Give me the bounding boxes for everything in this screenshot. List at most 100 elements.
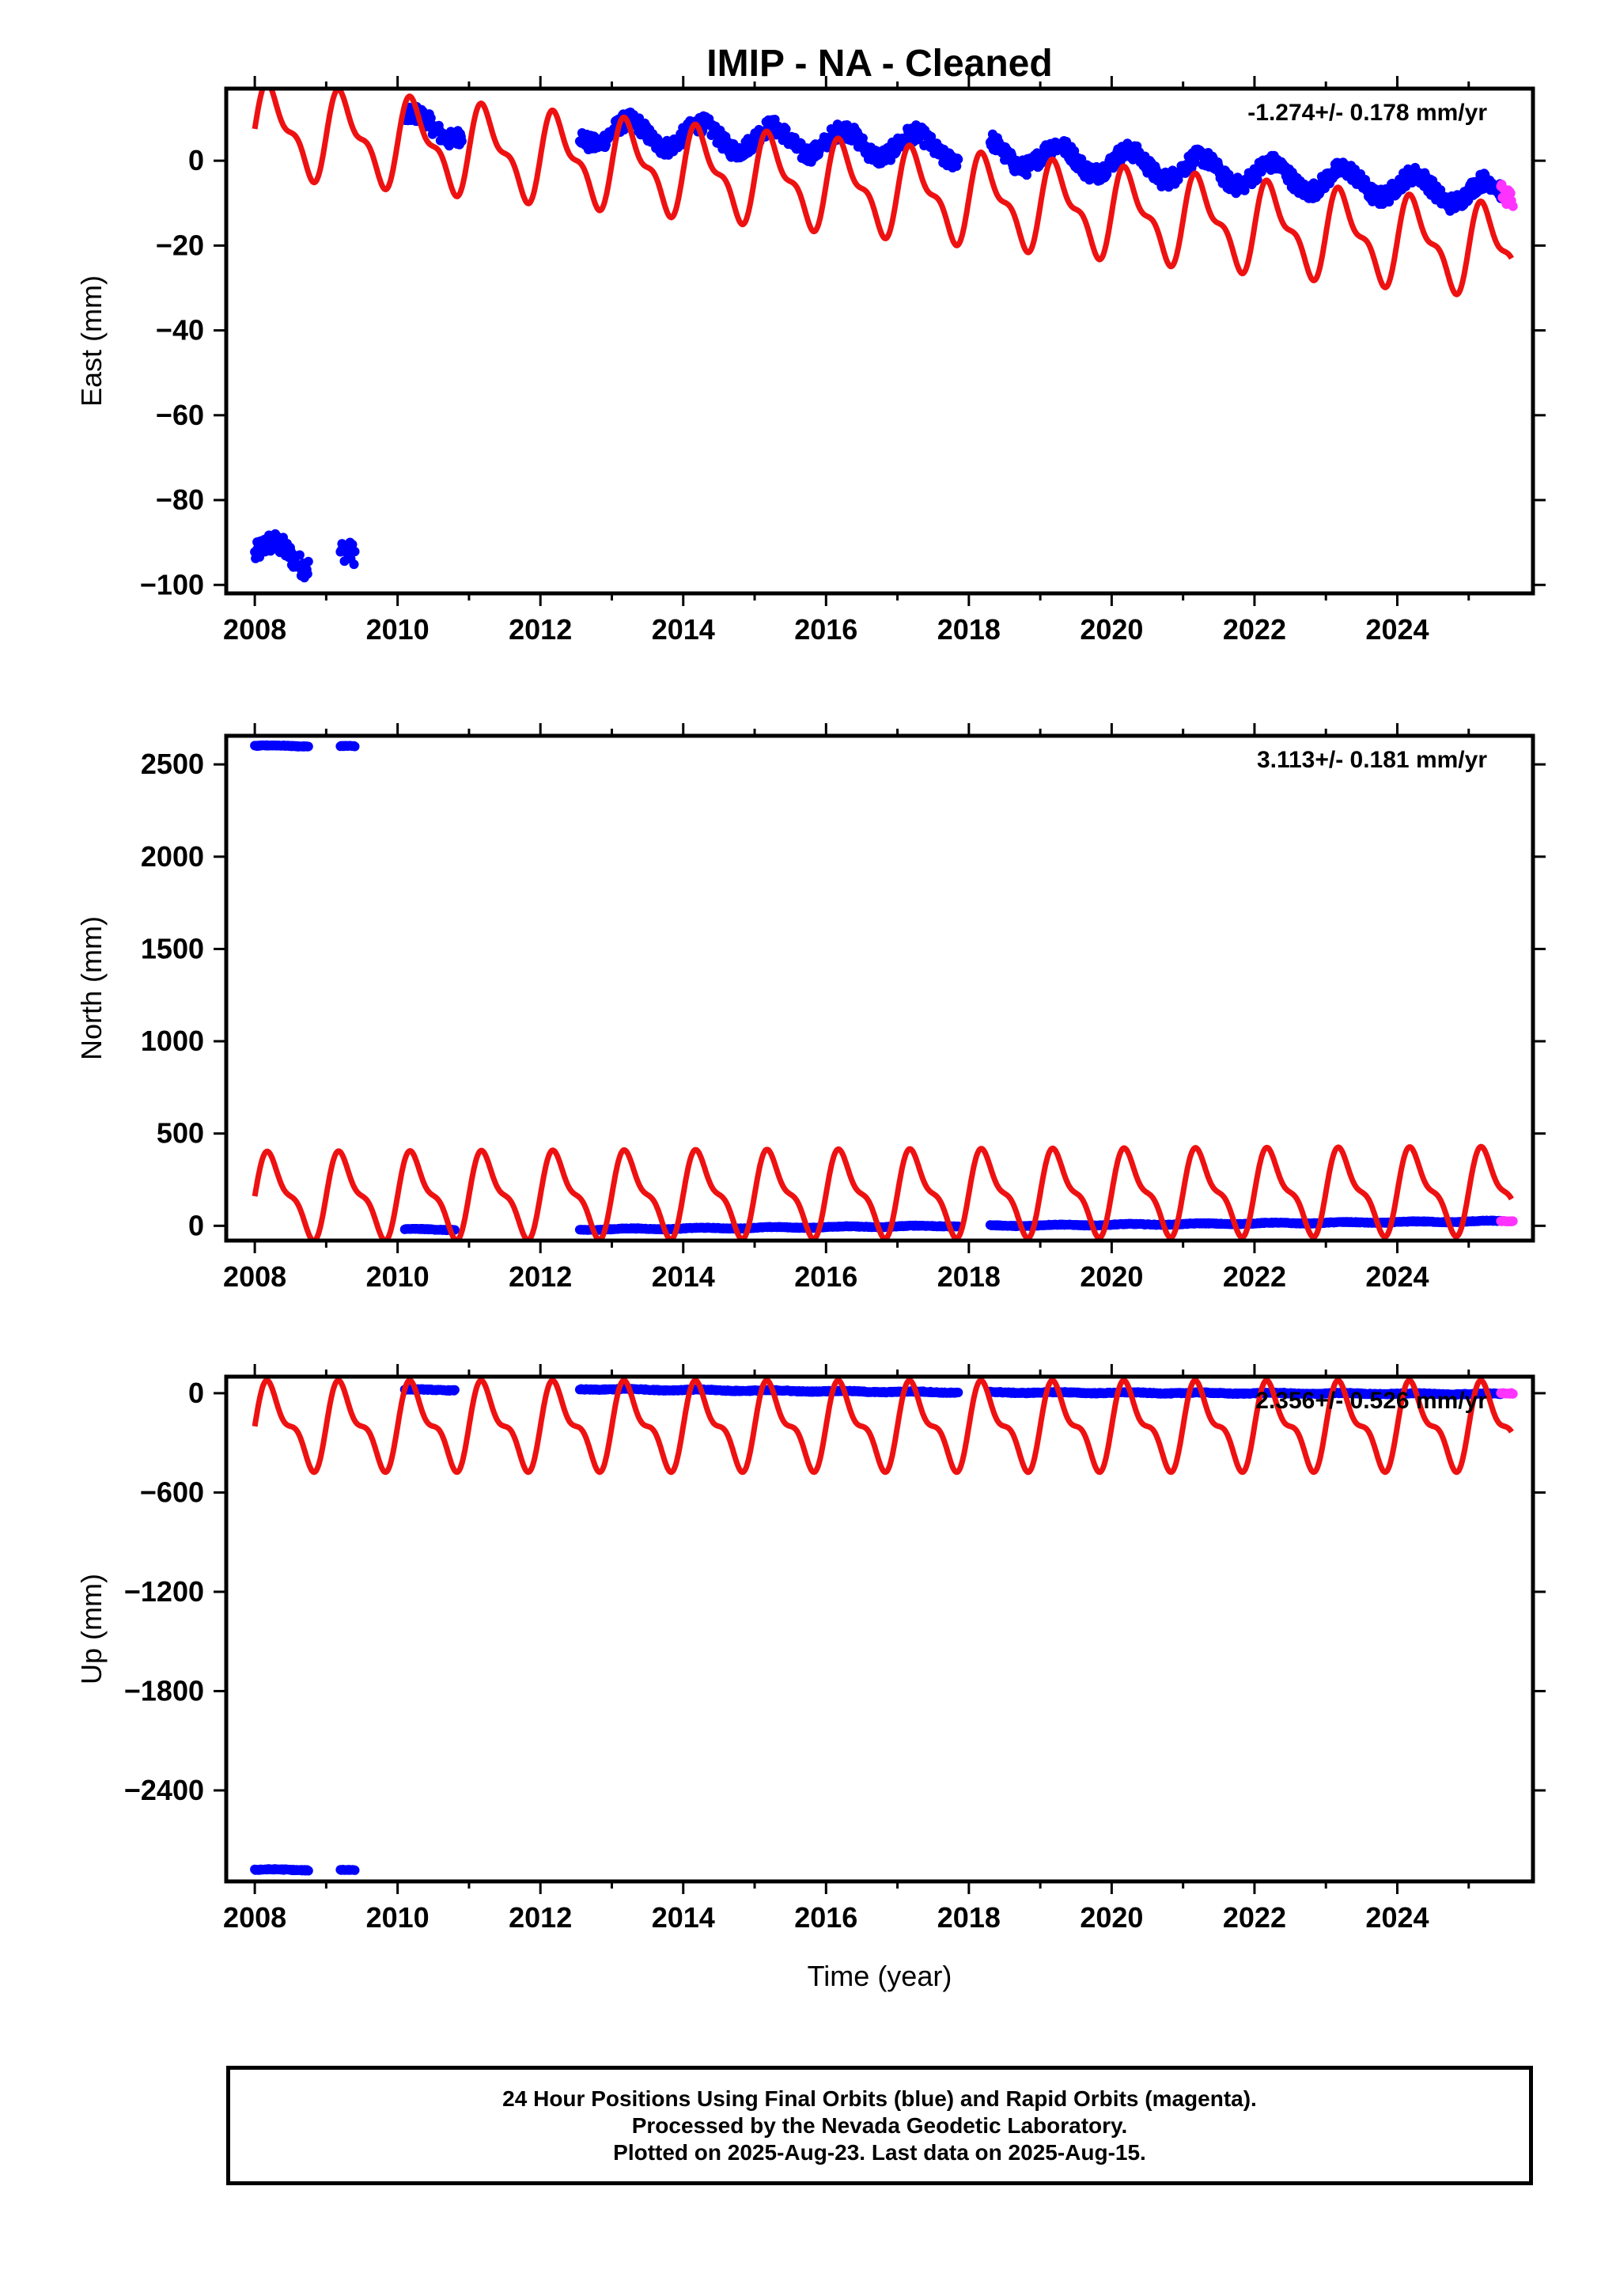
east-final-point	[1190, 157, 1200, 168]
north-x-tick-label: 2014	[652, 1260, 715, 1293]
up-x-tick-label: 2016	[794, 1901, 857, 1934]
figure-title: IMIP - NA - Cleaned	[706, 43, 1052, 85]
east-final-points	[250, 101, 1506, 583]
north-final-points	[250, 740, 1506, 1236]
up-panel: 2008 2010 2012 2014 2016 2018 2020 2022 2024 0 −60…	[75, 1364, 1546, 1934]
north-y-axis-label: North (mm)	[75, 916, 108, 1060]
up-x-tick-label: 2010	[366, 1901, 430, 1934]
east-y-axis-label: East (mm)	[75, 275, 108, 407]
north-x-tick-label: 2008	[223, 1260, 286, 1293]
north-y-tick-label: 2500	[141, 748, 204, 780]
up-rapid-point	[1508, 1389, 1518, 1399]
east-final-point	[1102, 169, 1112, 180]
north-y-tick-label: 500	[157, 1117, 204, 1150]
up-x-tick-label: 2022	[1223, 1901, 1286, 1934]
east-rapid-point	[1505, 188, 1516, 199]
x-axis-label: Time (year)	[808, 1960, 952, 1992]
east-rapid-points	[1496, 180, 1518, 211]
north-rate-label: 3.113+/- 0.181 mm/yr	[1257, 747, 1487, 773]
east-x-tick-label: 2024	[1365, 613, 1429, 646]
north-y-tick-label: 1500	[141, 932, 204, 964]
up-rate-label: 2.356+/- 0.526 mm/yr	[1255, 1388, 1487, 1414]
up-final-point	[953, 1388, 963, 1397]
east-final-point	[1077, 154, 1087, 164]
north-y-tick-label: 0	[188, 1209, 204, 1241]
north-rapid-point	[1508, 1216, 1518, 1226]
north-x-tick-label: 2012	[509, 1260, 572, 1293]
up-y-axis-label: Up (mm)	[75, 1574, 108, 1684]
footer-box: 24 Hour Positions Using Final Orbits (bl…	[226, 2066, 1533, 2185]
up-x-tick-label: 2014	[652, 1901, 715, 1934]
east-model-curve	[252, 89, 1514, 297]
north-panel: 2008 2010 2012 2014 2016 2018 2020 2022 2024 0 500…	[75, 723, 1546, 1293]
up-x-tick-label: 2008	[223, 1901, 286, 1934]
up-y-tick-label: 0	[188, 1377, 204, 1409]
east-final-point	[953, 154, 963, 165]
east-rapid-point	[1508, 201, 1518, 211]
north-model-curve	[252, 1143, 1514, 1241]
up-x-tick-label: 2020	[1080, 1901, 1143, 1934]
east-x-tick-label: 2014	[652, 613, 715, 646]
up-y-tick-label: −1800	[124, 1674, 204, 1707]
east-plot-area	[250, 89, 1518, 583]
footer-line-2: Processed by the Nevada Geodetic Laborat…	[631, 2112, 1128, 2138]
up-plot-area	[250, 1377, 1518, 1876]
north-y-tick-label: 2000	[141, 840, 204, 873]
north-plot-area	[250, 740, 1518, 1241]
east-rate-label: -1.274+/- 0.178 mm/yr	[1247, 100, 1487, 126]
up-y-tick-label: −1200	[124, 1575, 204, 1608]
up-final-point	[303, 1866, 313, 1876]
east-final-point	[350, 547, 360, 557]
east-final-point	[456, 136, 467, 146]
east-final-point	[1252, 174, 1262, 184]
up-x-tick-label: 2012	[509, 1901, 572, 1934]
up-frame	[224, 1374, 1535, 1884]
north-rapid-points	[1496, 1216, 1518, 1226]
east-x-tick-label: 2010	[366, 613, 430, 646]
north-x-tick-label: 2018	[937, 1260, 1001, 1293]
north-x-tick-label: 2010	[366, 1260, 430, 1293]
north-x-tick-label: 2022	[1223, 1260, 1286, 1293]
up-final-point	[350, 1865, 360, 1875]
east-final-point	[294, 550, 305, 560]
up-x-tick-label: 2018	[937, 1901, 1001, 1934]
east-final-point	[1240, 185, 1250, 195]
east-y-tick-label: −60	[156, 399, 204, 431]
footer-line-1: 24 Hour Positions Using Final Orbits (bl…	[502, 2086, 1257, 2111]
east-y-tick-label: −20	[156, 229, 204, 261]
footer-line-3: Plotted on 2025-Aug-23. Last data on 202…	[613, 2139, 1146, 2165]
east-y-tick-label: −80	[156, 483, 204, 516]
east-y-tick-label: −40	[156, 314, 204, 347]
north-x-tick-label: 2020	[1080, 1260, 1143, 1293]
east-final-point	[302, 569, 312, 579]
east-final-point	[426, 113, 436, 123]
east-final-point	[653, 135, 664, 146]
up-rapid-points	[1496, 1388, 1518, 1399]
east-x-tick-label: 2012	[509, 613, 572, 646]
east-final-point	[781, 124, 791, 135]
north-frame	[224, 733, 1535, 1243]
north-x-tick-label: 2016	[794, 1260, 857, 1293]
east-final-point	[303, 556, 313, 566]
east-y-tick-label: −100	[140, 568, 204, 601]
east-x-tick-label: 2008	[223, 613, 286, 646]
east-x-tick-label: 2022	[1223, 613, 1286, 646]
east-final-point	[349, 559, 359, 570]
up-y-tick-label: −2400	[124, 1774, 204, 1806]
east-x-tick-label: 2018	[937, 613, 1001, 646]
north-x-tick-label: 2024	[1365, 1260, 1429, 1293]
up-final-point	[449, 1385, 460, 1395]
up-model-curve	[252, 1377, 1514, 1476]
east-panel: 2008 2010 2012 2014 2016 2018 2020 2022 2024 0 −20…	[75, 76, 1546, 646]
up-x-tick-label: 2024	[1365, 1901, 1429, 1934]
east-x-tick-label: 2016	[794, 613, 857, 646]
east-frame	[224, 86, 1535, 596]
north-final-point	[350, 741, 360, 752]
east-x-tick-label: 2020	[1080, 613, 1143, 646]
north-y-tick-label: 1000	[141, 1025, 204, 1057]
up-y-tick-label: −600	[140, 1476, 204, 1508]
east-final-point	[1022, 170, 1031, 180]
east-y-tick-label: 0	[188, 144, 204, 176]
north-final-point	[303, 741, 313, 752]
